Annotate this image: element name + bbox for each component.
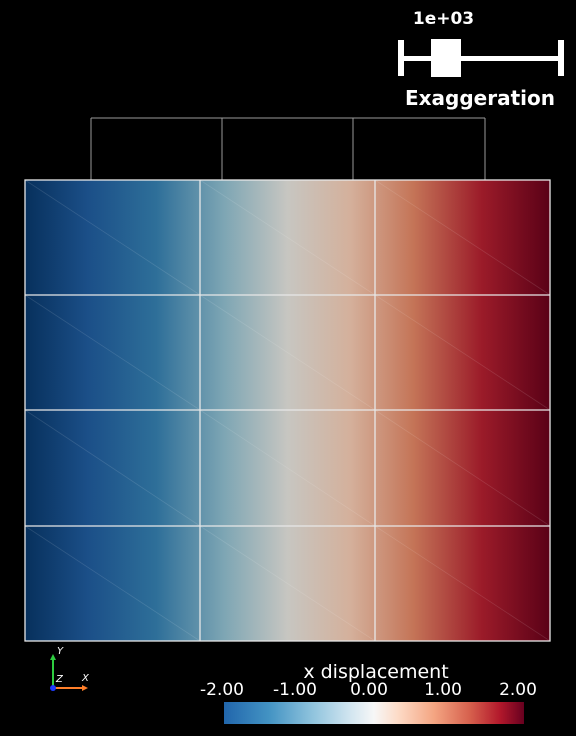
- axis-x-label: X: [82, 673, 89, 684]
- axis-y-label: Y: [57, 646, 64, 657]
- scalar-bar-colormap[interactable]: [224, 702, 524, 724]
- x-axis-arrow: [82, 685, 88, 691]
- scalar-bar-tick: -2.00: [200, 680, 244, 700]
- mesh-grid: [24, 179, 551, 642]
- scalar-bar-tick: 1.00: [424, 680, 462, 700]
- z-axis-dot: [50, 685, 56, 691]
- scalar-bar-title: x displacement: [303, 661, 449, 683]
- axis-z-label: Z: [56, 674, 63, 685]
- scalar-bar-tick: 2.00: [499, 680, 537, 700]
- exaggeration-slider[interactable]: [398, 38, 564, 78]
- y-axis-arrow: [50, 654, 56, 660]
- mesh-triangulation: [24, 179, 551, 642]
- slider-track[interactable]: [400, 56, 560, 61]
- exaggeration-value: 1e+03: [412, 9, 475, 29]
- scalar-bar-tick: 0.00: [350, 680, 388, 700]
- exaggeration-label: Exaggeration: [404, 86, 555, 110]
- slider-knob[interactable]: [431, 39, 461, 77]
- slider-right-cap: [558, 40, 564, 76]
- orientation-axes: [50, 654, 88, 691]
- scalar-bar-tick: -1.00: [273, 680, 317, 700]
- deformed-mesh[interactable]: [24, 179, 551, 642]
- undeformed-outline: [90, 117, 486, 181]
